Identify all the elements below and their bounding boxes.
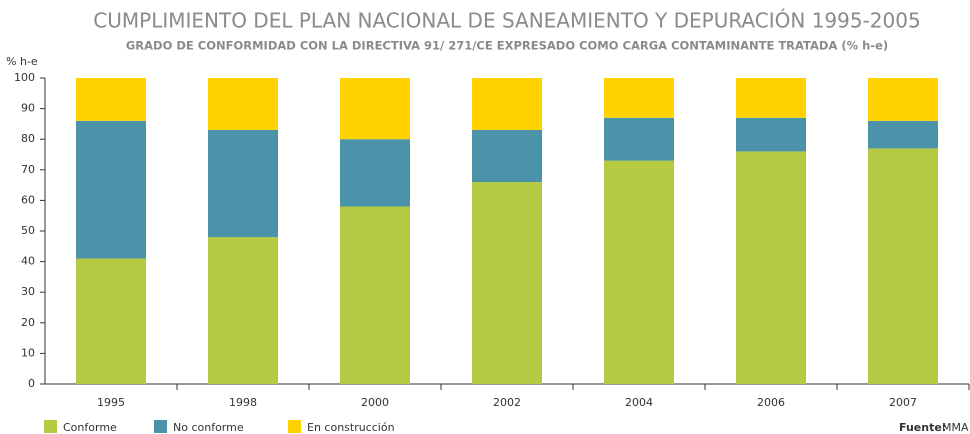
- y-tick-label: 60: [21, 193, 35, 206]
- x-tick-label: 1998: [229, 396, 257, 409]
- x-tick-label: 2002: [493, 396, 521, 409]
- y-tick-label: 50: [21, 224, 35, 237]
- bar-segment: [604, 160, 674, 384]
- bar-segment: [208, 78, 278, 131]
- bar-segment: [868, 78, 938, 121]
- bar-segment: [472, 182, 542, 384]
- bar-segment: [76, 258, 146, 384]
- bar-segment: [472, 78, 542, 131]
- y-tick-label: 70: [21, 163, 35, 176]
- bar-segment: [208, 237, 278, 384]
- legend-swatch: [154, 420, 167, 433]
- chart-subtitle: GRADO DE CONFORMIDAD CON LA DIRECTIVA 91…: [126, 39, 888, 53]
- bar-segment: [208, 130, 278, 238]
- bar-segment: [736, 78, 806, 118]
- x-tick-label: 2000: [361, 396, 389, 409]
- x-tick-label: 2006: [757, 396, 785, 409]
- bar-segment: [736, 117, 806, 152]
- y-tick-label: 0: [28, 377, 35, 390]
- bar-segment: [868, 148, 938, 384]
- source-label: Fuente:: [899, 421, 946, 434]
- y-tick-label: 100: [14, 71, 35, 84]
- bar-segment: [76, 78, 146, 121]
- bar-segment: [868, 120, 938, 149]
- x-tick-label: 2004: [625, 396, 653, 409]
- y-tick-label: 80: [21, 132, 35, 145]
- bar-segment: [340, 78, 410, 140]
- bar-segment: [604, 117, 674, 161]
- bar-segment: [604, 78, 674, 118]
- bar-segment: [472, 130, 542, 183]
- y-tick-label: 90: [21, 102, 35, 115]
- bar-segment: [736, 151, 806, 384]
- y-tick-label: 10: [21, 346, 35, 359]
- y-tick-label: 40: [21, 255, 35, 268]
- y-tick-label: 20: [21, 316, 35, 329]
- legend-label: En construcción: [307, 421, 395, 434]
- source: MMA: [942, 421, 969, 434]
- bar-segment: [76, 120, 146, 259]
- bar-segment: [340, 206, 410, 384]
- y-axis-label: % h-e: [6, 55, 38, 68]
- y-tick-label: 30: [21, 285, 35, 298]
- x-tick-label: 2007: [889, 396, 917, 409]
- legend-swatch: [44, 420, 57, 433]
- legend-swatch: [288, 420, 301, 433]
- legend-label: Conforme: [63, 421, 117, 434]
- x-tick-label: 1995: [97, 396, 125, 409]
- legend-label: No conforme: [173, 421, 244, 434]
- chart-title: CUMPLIMIENTO DEL PLAN NACIONAL DE SANEAM…: [93, 9, 920, 33]
- bar-segment: [340, 139, 410, 207]
